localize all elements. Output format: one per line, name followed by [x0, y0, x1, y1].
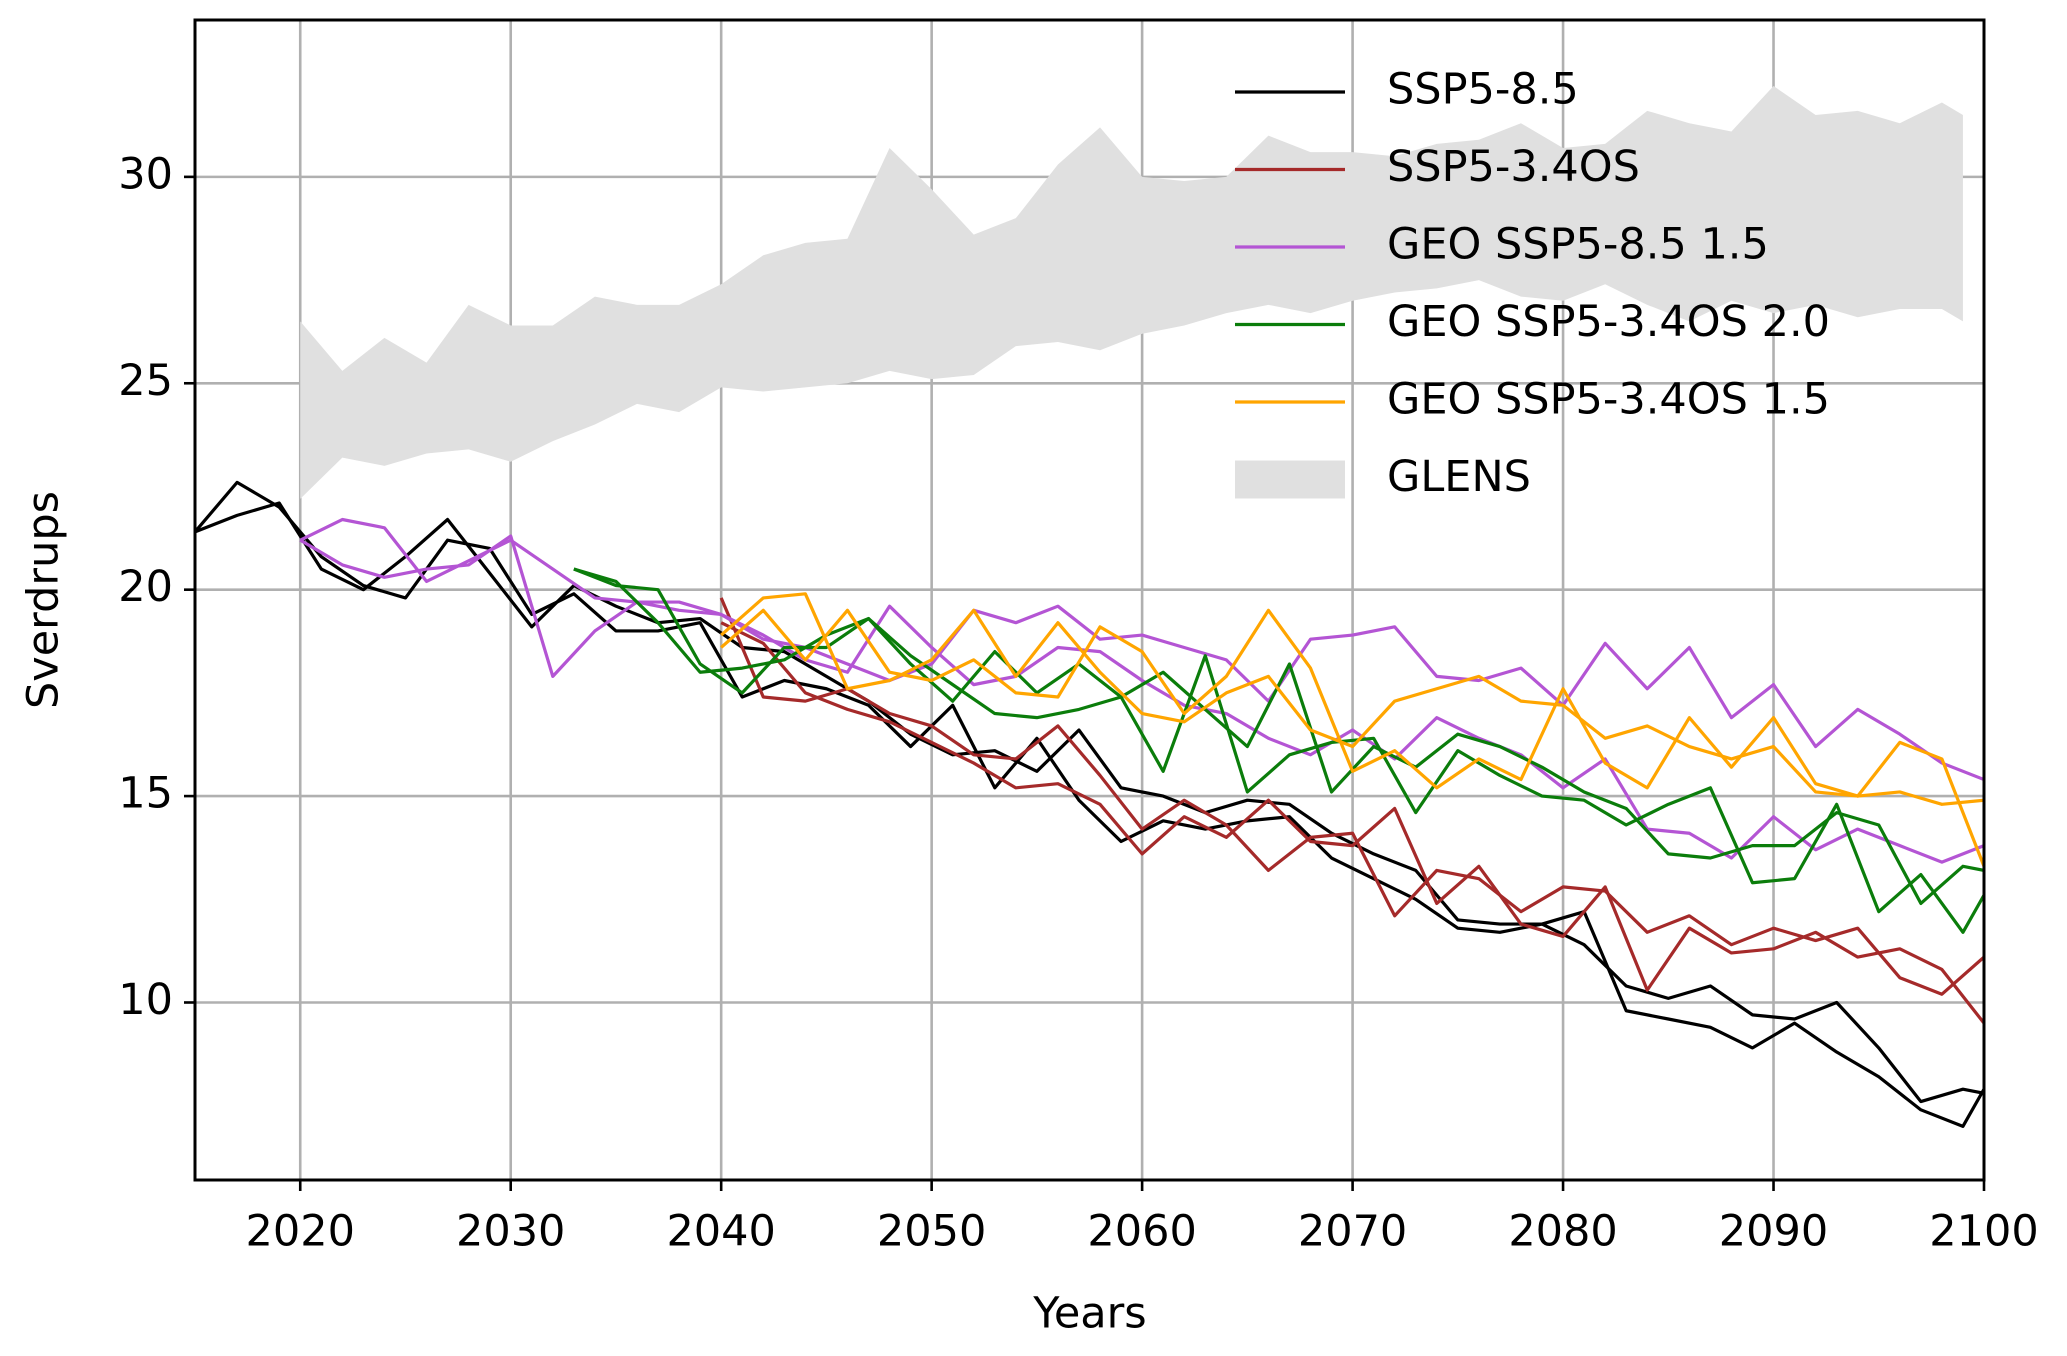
x-tick-label: 2020: [246, 1207, 355, 1257]
plot-frame: [193, 18, 1986, 1182]
series-line: [195, 501, 1984, 1104]
x-axis-label: Years: [1032, 1289, 1146, 1339]
legend: SSP5-8.5 SSP5-3.4OS GEO SSP5-8.5 1.5 GEO SS…: [1235, 65, 1830, 502]
x-tick-label: 2080: [1508, 1207, 1617, 1257]
series-line: [195, 480, 1984, 1128]
legend-label: GEO SSP5-8.5 1.5: [1387, 220, 1769, 270]
x-tick-label: 2070: [1298, 1207, 1407, 1257]
series-line: [573, 567, 1984, 934]
legend-label: SSP5-3.4OS: [1387, 142, 1640, 192]
legend-label: GEO SSP5-3.4OS 2.0: [1387, 297, 1830, 347]
x-tick-label: 2090: [1719, 1207, 1828, 1257]
x-tick-label: 2060: [1087, 1207, 1196, 1257]
y-tick-label: 20: [118, 562, 173, 612]
series-line: [720, 608, 1984, 867]
series-line: [299, 534, 1984, 864]
x-tick-label: 2050: [877, 1207, 986, 1257]
series-line: [720, 621, 1984, 1025]
series-line: [720, 592, 1984, 806]
axes: 2020 2030 2040 2050 2060 2070 2080 2090 21001015…: [118, 18, 2039, 1257]
series-line: [573, 567, 1984, 906]
legend-label: SSP5-8.5: [1387, 65, 1579, 115]
y-tick-label: 10: [118, 975, 173, 1025]
x-tick-label: 2040: [666, 1207, 775, 1257]
y-tick-label: 25: [118, 356, 173, 406]
series-line: [299, 517, 1984, 782]
legend-swatch: [1235, 460, 1345, 499]
y-tick-label: 30: [118, 149, 173, 199]
y-axis-label: Sverdrups: [19, 491, 69, 709]
x-tick-label: 2030: [456, 1207, 565, 1257]
plot-area: [195, 86, 1984, 1128]
glens-band: [300, 86, 1963, 499]
x-tick-label: 2100: [1929, 1207, 2038, 1257]
series-line: [719, 597, 1984, 996]
y-tick-label: 15: [118, 769, 173, 819]
legend-label: GEO SSP5-3.4OS 1.5: [1387, 375, 1830, 425]
legend-label: GLENS: [1387, 452, 1531, 502]
